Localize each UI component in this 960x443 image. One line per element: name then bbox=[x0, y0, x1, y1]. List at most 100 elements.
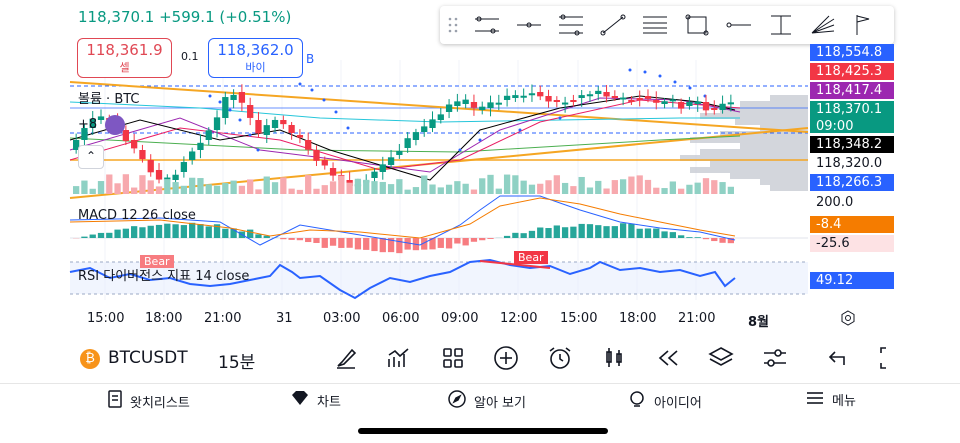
candle bbox=[387, 157, 395, 165]
time-label: 18:00 bbox=[145, 311, 183, 326]
nav-chart[interactable]: 차트 bbox=[291, 390, 341, 410]
timeframe[interactable]: 15분 bbox=[218, 353, 256, 373]
parallel-channel-icon[interactable] bbox=[550, 6, 592, 44]
brush-icon[interactable] bbox=[333, 345, 359, 371]
fib-icon[interactable] bbox=[634, 6, 676, 44]
layers-icon[interactable] bbox=[708, 345, 734, 371]
settings-sliders-icon[interactable] bbox=[762, 345, 788, 371]
trend-line-icon[interactable] bbox=[592, 6, 634, 44]
nav-label: 아이디어 bbox=[654, 395, 702, 411]
macd-histogram-bar bbox=[213, 224, 221, 238]
horizontal-ray-icon[interactable] bbox=[718, 6, 760, 44]
indicators-icon[interactable] bbox=[386, 345, 412, 371]
candle bbox=[396, 150, 403, 155]
flag-icon[interactable] bbox=[844, 6, 886, 44]
macd-histogram-bar bbox=[396, 238, 403, 254]
macd-histogram-bar bbox=[636, 228, 643, 238]
macd-histogram-bar bbox=[537, 227, 544, 238]
time-label: 31 bbox=[276, 311, 293, 326]
candle bbox=[677, 102, 685, 109]
candle bbox=[131, 140, 138, 149]
sell-button[interactable]: 118,361.9 셀 bbox=[77, 38, 172, 78]
rsi-axis-label: 49.12 bbox=[810, 272, 894, 289]
nav-explore[interactable]: 알아 보기 bbox=[448, 390, 526, 412]
macd-histogram-bar bbox=[255, 234, 262, 238]
nav-ideas[interactable]: 아이디어 bbox=[628, 390, 702, 412]
candle bbox=[479, 106, 486, 110]
volume-bar bbox=[238, 185, 246, 194]
candle bbox=[164, 177, 171, 180]
fullscreen-icon[interactable] bbox=[878, 345, 894, 371]
volume-bar bbox=[487, 174, 494, 194]
volume-bar bbox=[628, 176, 635, 194]
macd-histogram-bar bbox=[462, 238, 469, 246]
rsi-label[interactable]: RSI 다이버전스 지표 14 close bbox=[78, 269, 250, 284]
volume-bar bbox=[296, 189, 304, 194]
nav-menu[interactable]: 메뉴 bbox=[806, 390, 856, 409]
chart-settings-icon[interactable] bbox=[840, 310, 856, 326]
replay-icon[interactable] bbox=[655, 345, 681, 371]
macd-histogram-bar bbox=[230, 228, 237, 238]
candle bbox=[537, 92, 544, 97]
volume-bar bbox=[379, 181, 386, 194]
candle bbox=[296, 135, 304, 138]
price-chart[interactable] bbox=[0, 0, 960, 330]
macd-histogram-bar bbox=[603, 226, 610, 238]
fan-icon[interactable] bbox=[802, 6, 844, 44]
volume-bar bbox=[180, 185, 188, 194]
time-label: 18:00 bbox=[619, 311, 657, 326]
grip-icon[interactable] bbox=[440, 6, 466, 44]
candle bbox=[553, 100, 560, 102]
macd-histogram-bar bbox=[305, 238, 312, 243]
candle bbox=[437, 114, 444, 120]
chevron-up-icon[interactable]: ⌃ bbox=[78, 145, 104, 169]
volume-bar bbox=[619, 179, 627, 194]
btc-logo-icon: ₿ bbox=[80, 349, 100, 369]
grid-icon[interactable] bbox=[440, 345, 466, 371]
add-icon[interactable] bbox=[493, 345, 519, 371]
macd-histogram-bar bbox=[686, 237, 693, 238]
volume-bar bbox=[611, 180, 618, 194]
refresh-icon[interactable] bbox=[105, 115, 125, 135]
macd-histogram-bar bbox=[164, 223, 171, 238]
price-axis-label: 118,266.3 bbox=[810, 174, 894, 191]
horizontal-line-icon[interactable] bbox=[508, 6, 550, 44]
nav-label: 차트 bbox=[317, 394, 341, 410]
macd-histogram-bar bbox=[354, 238, 362, 250]
alarm-icon[interactable] bbox=[547, 345, 573, 371]
macd-histogram-bar bbox=[487, 238, 494, 239]
macd-histogram-bar bbox=[205, 226, 212, 238]
candle bbox=[205, 130, 212, 140]
undo-icon[interactable] bbox=[826, 345, 852, 371]
candle bbox=[81, 128, 88, 140]
macd-histogram-bar bbox=[619, 223, 627, 238]
volume-bar bbox=[512, 175, 519, 194]
collapsed-indicators-count[interactable]: +8 bbox=[78, 117, 98, 132]
buy-button[interactable]: 118,362.0 바이 bbox=[208, 38, 303, 78]
candle bbox=[288, 125, 295, 133]
symbol-name[interactable]: BTCUSDT bbox=[108, 348, 188, 368]
volume-bar bbox=[686, 184, 693, 194]
candle bbox=[702, 102, 710, 111]
time-label: 21:00 bbox=[678, 311, 716, 326]
candle bbox=[611, 96, 618, 98]
volume-bar bbox=[702, 178, 710, 194]
drawing-toolbar bbox=[440, 6, 894, 44]
ray-tool-icon[interactable] bbox=[466, 6, 508, 44]
macd-label[interactable]: MACD 12 26 close bbox=[78, 208, 196, 223]
time-label: 09:00 bbox=[441, 311, 479, 326]
candle bbox=[462, 99, 469, 104]
macd-histogram-bar bbox=[553, 225, 560, 238]
candles-icon[interactable] bbox=[601, 345, 627, 371]
volume-bar bbox=[636, 175, 643, 194]
candle bbox=[255, 120, 262, 134]
candle bbox=[454, 101, 461, 106]
vertical-range-icon[interactable] bbox=[760, 6, 802, 44]
nav-watchlist[interactable]: 왓치리스트 bbox=[108, 390, 190, 412]
macd-histogram-bar bbox=[155, 224, 163, 238]
macd-histogram-bar bbox=[288, 238, 295, 240]
time-label: 03:00 bbox=[323, 311, 361, 326]
rectangle-icon[interactable] bbox=[676, 6, 718, 44]
macd-histogram-bar bbox=[346, 238, 353, 248]
chart-gem-icon bbox=[291, 390, 309, 410]
